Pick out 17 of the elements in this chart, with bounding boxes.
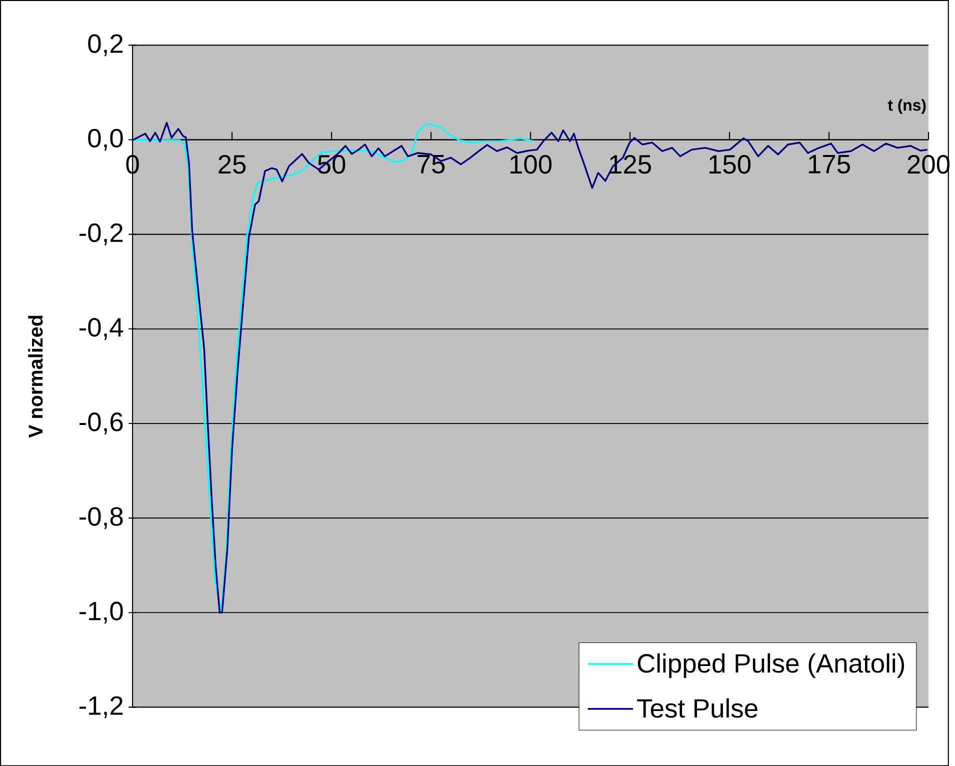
- y-tick-label: 0,2: [88, 34, 123, 56]
- legend-label: Test Pulse: [637, 698, 758, 718]
- x-axis-title: t (ns): [888, 98, 926, 114]
- x-tick-label: 150: [709, 154, 751, 174]
- y-tick-label: -1,0: [79, 602, 123, 624]
- x-tick-label: 25: [218, 154, 246, 174]
- y-axis-title: V normalized: [28, 316, 43, 438]
- y-tick-label: 0,0: [88, 128, 123, 151]
- y-tick-label: -0,4: [79, 318, 124, 340]
- x-tick-label: 175: [808, 154, 850, 174]
- y-tick-label: -0,6: [79, 412, 123, 434]
- y-tick-label: -0,2: [79, 223, 123, 246]
- y-tick-label: -1,2: [79, 696, 123, 718]
- y-tick-label: -0,8: [79, 506, 123, 529]
- legend-label: Clipped Pulse (Anatoli): [638, 653, 904, 678]
- x-tick-label: 75: [418, 154, 445, 174]
- x-tick-label: 100: [510, 154, 552, 174]
